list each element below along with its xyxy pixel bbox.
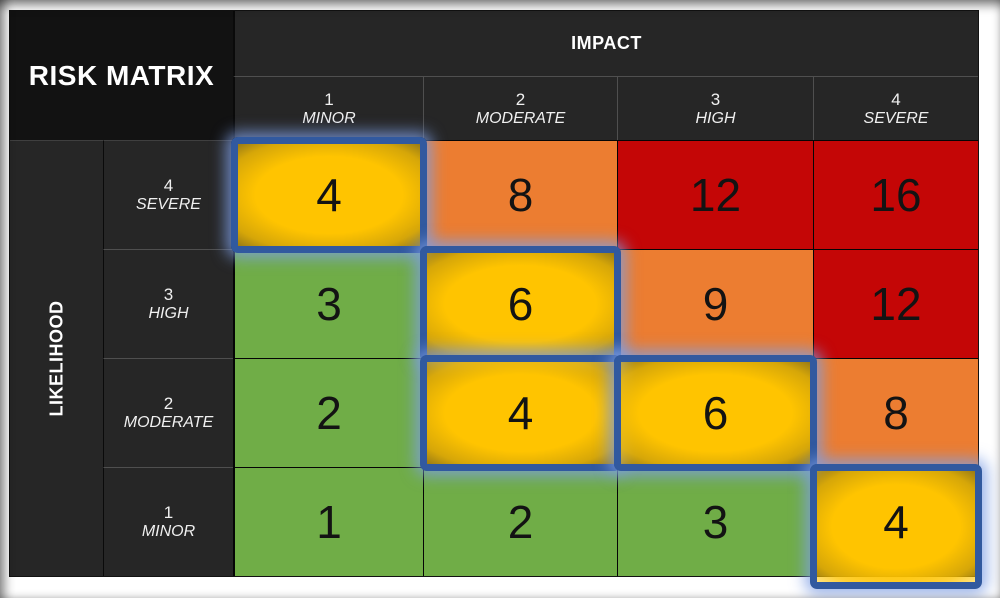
risk-matrix-table: RISK MATRIX IMPACT 1 MINOR 2 MODERATE 3 … [9,10,982,589]
impact-level-3: 3 HIGH [617,77,813,140]
impact-level-2-number: 2 [515,89,526,109]
cell-l3-i2: 6 [420,246,621,362]
cell-l4-i3-value: 12 [689,169,742,221]
likelihood-level-3-name: HIGH [148,305,189,322]
cell-l2-i2: 4 [420,355,621,471]
highlight-outline [420,246,621,362]
likelihood-level-3: 3 HIGH [103,249,233,358]
highlight-outline [231,137,427,253]
cell-l2-i1-value: 2 [316,387,342,439]
impact-level-2-name: MODERATE [475,109,566,127]
cell-l4-i4: 16 [813,140,978,249]
matrix-title: RISK MATRIX [28,59,215,91]
likelihood-level-2: 2 MODERATE [103,358,233,467]
cell-l3-i3-value: 9 [702,278,729,330]
impact-level-1-name: MINOR [302,109,356,127]
cell-l1-i2: 2 [423,467,617,576]
cell-l1-i4-value: 4 [883,496,909,548]
likelihood-level-3-number: 3 [163,285,174,304]
likelihood-axis-title: LIKELIHOOD [10,140,103,576]
likelihood-level-4-name: SEVERE [136,196,201,213]
cell-l2-i3: 6 [614,355,817,471]
likelihood-level-1-number: 1 [163,503,174,522]
impact-level-2: 2 MODERATE [423,77,617,140]
impact-level-1-number: 1 [324,89,334,109]
cell-l2-i1: 2 [233,358,423,467]
likelihood-level-4: 4 SEVERE [103,140,233,249]
cell-l3-i1: 3 [233,249,423,358]
cell-l3-i4-value: 12 [870,278,922,330]
impact-level-1: 1 MINOR [233,77,423,140]
cell-l1-i1-value: 1 [316,496,342,548]
likelihood-level-1: 1 MINOR [103,467,233,576]
cell-l2-i4: 8 [813,358,978,467]
cell-l1-i3: 3 [617,467,813,576]
cell-l1-i2-value: 2 [507,496,534,548]
cell-l4-i4-value: 16 [870,169,922,221]
cell-l4-i1: 4 [231,137,427,253]
cell-l1-i1: 1 [233,467,423,576]
cell-l1-i3-value: 3 [702,496,729,548]
cell-l4-i1-value: 4 [316,169,342,221]
likelihood-level-2-name: MODERATE [123,414,214,431]
cell-l4-i2: 8 [423,140,617,249]
highlight-outline [420,355,621,471]
cell-l3-i1-value: 3 [316,278,342,330]
highlight-outline [810,464,982,589]
impact-level-3-name: HIGH [695,109,736,127]
cell-l2-i4-value: 8 [883,387,909,439]
impact-level-4: 4 SEVERE [813,77,978,140]
cell-l4-i3: 12 [617,140,813,249]
highlight-outline [614,355,817,471]
cell-l4-i2-value: 8 [507,169,534,221]
cell-l3-i3: 9 [617,249,813,358]
cell-l2-i3-value: 6 [702,387,729,439]
cell-l3-i2-value: 6 [507,278,534,330]
impact-axis-title: IMPACT [233,11,978,77]
cell-l2-i2-value: 4 [507,387,534,439]
likelihood-level-2-number: 2 [163,394,174,413]
impact-level-4-number: 4 [891,89,901,109]
matrix-title-block: RISK MATRIX [10,11,233,140]
likelihood-level-1-name: MINOR [141,523,196,540]
impact-level-4-name: SEVERE [863,109,929,127]
cell-l1-i4: 4 [810,464,982,589]
cell-l3-i4: 12 [813,249,978,358]
likelihood-level-4-number: 4 [163,176,174,195]
impact-level-3-number: 3 [710,89,721,109]
